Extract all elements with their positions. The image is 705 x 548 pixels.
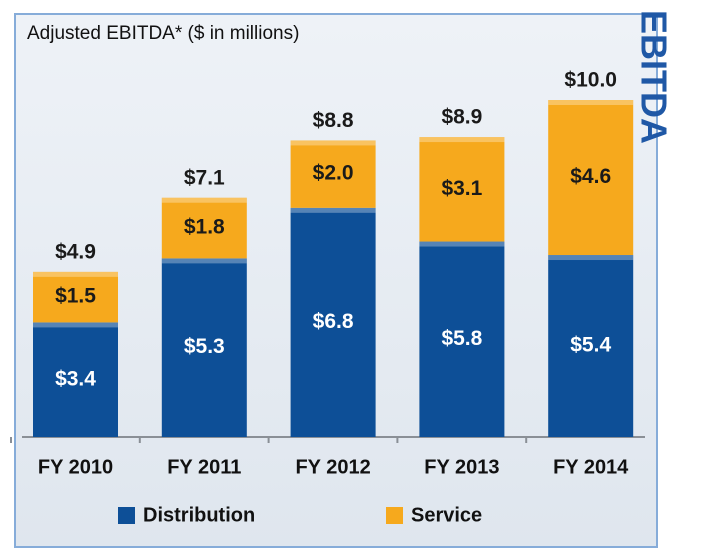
segment-highlight <box>161 197 247 203</box>
x-tick-label: FY 2011 <box>167 456 241 478</box>
segment-highlight <box>33 322 118 328</box>
x-tick-label: FY 2010 <box>38 456 113 478</box>
segment-highlight <box>33 271 118 277</box>
segment-highlight <box>419 137 505 143</box>
total-label: $4.9 <box>55 240 96 263</box>
value-label: $1.5 <box>55 285 96 308</box>
segment-highlight <box>290 207 376 213</box>
legend-label: Service <box>411 504 482 526</box>
total-label: $8.8 <box>313 109 354 132</box>
bar-segment <box>161 258 247 437</box>
legend-swatch <box>386 507 403 524</box>
value-label: $6.8 <box>313 310 354 333</box>
value-label: $5.4 <box>570 334 611 357</box>
x-tick-label: FY 2013 <box>424 456 499 478</box>
bar-segment <box>419 137 505 242</box>
total-label: $10.0 <box>564 69 617 92</box>
value-label: $3.1 <box>441 177 482 200</box>
segment-highlight <box>161 258 247 264</box>
segment-highlight <box>419 241 505 247</box>
x-tick-label: FY 2012 <box>295 456 370 478</box>
legend-swatch <box>118 507 135 524</box>
chart-title: Adjusted EBITDA* ($ in millions) <box>27 23 299 44</box>
value-label: $3.4 <box>55 367 96 390</box>
total-label: $8.9 <box>441 106 482 129</box>
bar-segment <box>161 197 247 259</box>
total-label: $7.1 <box>184 166 225 189</box>
legend-label: Distribution <box>143 504 255 526</box>
side-label: EBITDA <box>634 10 675 144</box>
segment-highlight <box>548 255 634 261</box>
segment-highlight <box>290 140 376 146</box>
bar-segment <box>33 322 118 437</box>
value-label: $1.8 <box>184 216 225 239</box>
value-label: $4.6 <box>570 165 611 188</box>
x-tick-label: FY 2014 <box>553 456 629 478</box>
bar-segment <box>548 255 634 437</box>
value-label: $5.8 <box>441 327 482 350</box>
bar-segment <box>290 207 376 437</box>
bar-segment <box>290 140 376 208</box>
bar-segment <box>33 271 118 323</box>
value-label: $2.0 <box>313 162 354 185</box>
bar-segment <box>419 241 505 437</box>
segment-highlight <box>548 100 634 105</box>
bar-segment <box>548 100 634 256</box>
value-label: $5.3 <box>184 335 225 358</box>
